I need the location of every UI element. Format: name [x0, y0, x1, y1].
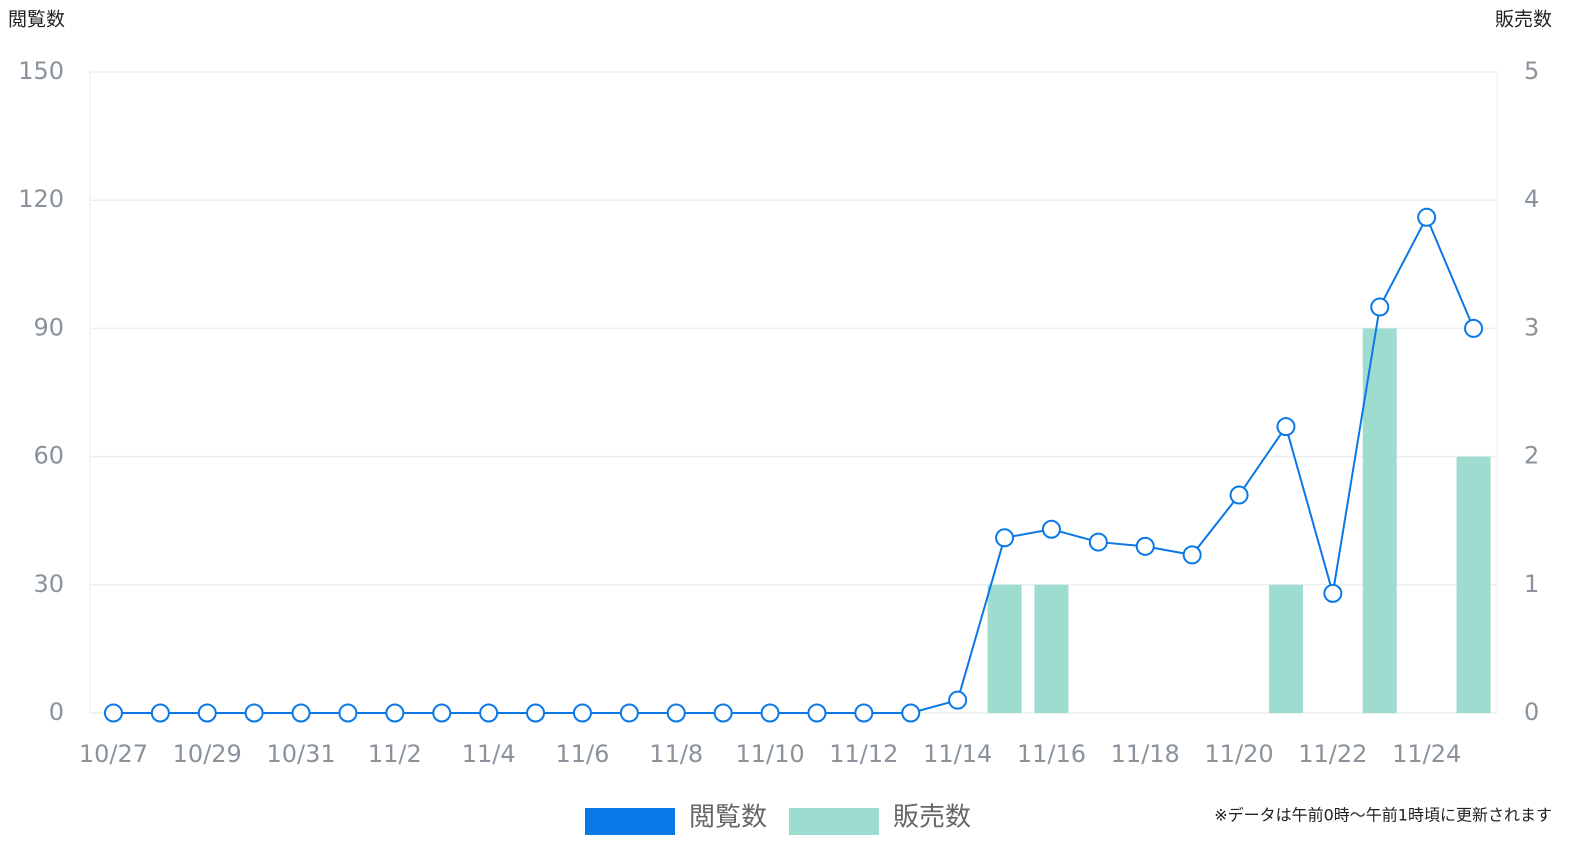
x-tick-label: 11/18	[1111, 740, 1180, 768]
point	[479, 703, 499, 723]
x-tick-label: 11/6	[555, 740, 609, 768]
x-tick-label: 10/27	[79, 740, 148, 768]
y2-tick-label: 2	[1524, 442, 1539, 470]
legend-swatch	[585, 808, 675, 835]
point	[1041, 519, 1061, 539]
point	[197, 703, 217, 723]
bar	[1034, 584, 1069, 713]
point	[338, 703, 358, 723]
y-axis-title: 閲覧数	[8, 9, 65, 31]
x-tick-label: 11/8	[649, 740, 703, 768]
bar	[1456, 456, 1491, 713]
point	[995, 528, 1015, 548]
point	[103, 703, 123, 723]
point	[1370, 297, 1390, 317]
point	[713, 703, 733, 723]
point	[150, 703, 170, 723]
legend-swatch	[789, 808, 880, 835]
point	[666, 703, 686, 723]
point	[1135, 536, 1155, 556]
y2-tick-label: 4	[1524, 185, 1539, 213]
bar	[1268, 584, 1303, 713]
point	[244, 703, 264, 723]
point	[1464, 318, 1484, 338]
point	[854, 703, 874, 723]
y-tick-label: 150	[18, 57, 64, 85]
note: ※データは午前0時～午前1時頃に更新されます	[1214, 806, 1552, 825]
x-tick-label: 10/29	[173, 740, 242, 768]
x-tick-label: 10/31	[266, 740, 335, 768]
y-tick-label: 30	[33, 570, 64, 598]
x-tick-label: 11/22	[1298, 740, 1367, 768]
bar	[1362, 328, 1397, 713]
x-tick-label: 11/4	[462, 740, 516, 768]
legend-label: 販売数	[893, 803, 971, 833]
y2-tick-label: 0	[1524, 698, 1539, 726]
legend-label: 閲覧数	[689, 803, 767, 833]
y-tick-label: 120	[18, 185, 64, 213]
point	[948, 690, 968, 710]
point	[291, 703, 311, 723]
point	[1323, 583, 1343, 603]
bar	[987, 584, 1022, 713]
y-tick-label: 0	[49, 698, 64, 726]
point	[432, 703, 452, 723]
y2-tick-label: 3	[1524, 313, 1539, 341]
point	[807, 703, 827, 723]
x-tick-label: 11/10	[735, 740, 804, 768]
point	[385, 703, 405, 723]
point	[1182, 545, 1202, 565]
point	[1088, 532, 1108, 552]
y-tick-label: 60	[33, 442, 64, 470]
point	[1229, 485, 1249, 505]
x-tick-label: 11/20	[1204, 740, 1273, 768]
point	[1417, 207, 1437, 227]
point	[526, 703, 546, 723]
y2-tick-label: 1	[1524, 570, 1539, 598]
y2-tick-label: 5	[1524, 57, 1539, 85]
y-tick-label: 90	[33, 313, 64, 341]
point	[901, 703, 921, 723]
x-tick-label: 11/2	[368, 740, 422, 768]
x-tick-label: 11/24	[1392, 740, 1461, 768]
x-tick-label: 11/12	[829, 740, 898, 768]
x-tick-label: 11/14	[923, 740, 992, 768]
point	[619, 703, 639, 723]
y2-axis-title: 販売数	[1495, 9, 1552, 31]
point	[1276, 417, 1296, 437]
point	[572, 703, 592, 723]
x-tick-label: 11/16	[1017, 740, 1086, 768]
point	[760, 703, 780, 723]
